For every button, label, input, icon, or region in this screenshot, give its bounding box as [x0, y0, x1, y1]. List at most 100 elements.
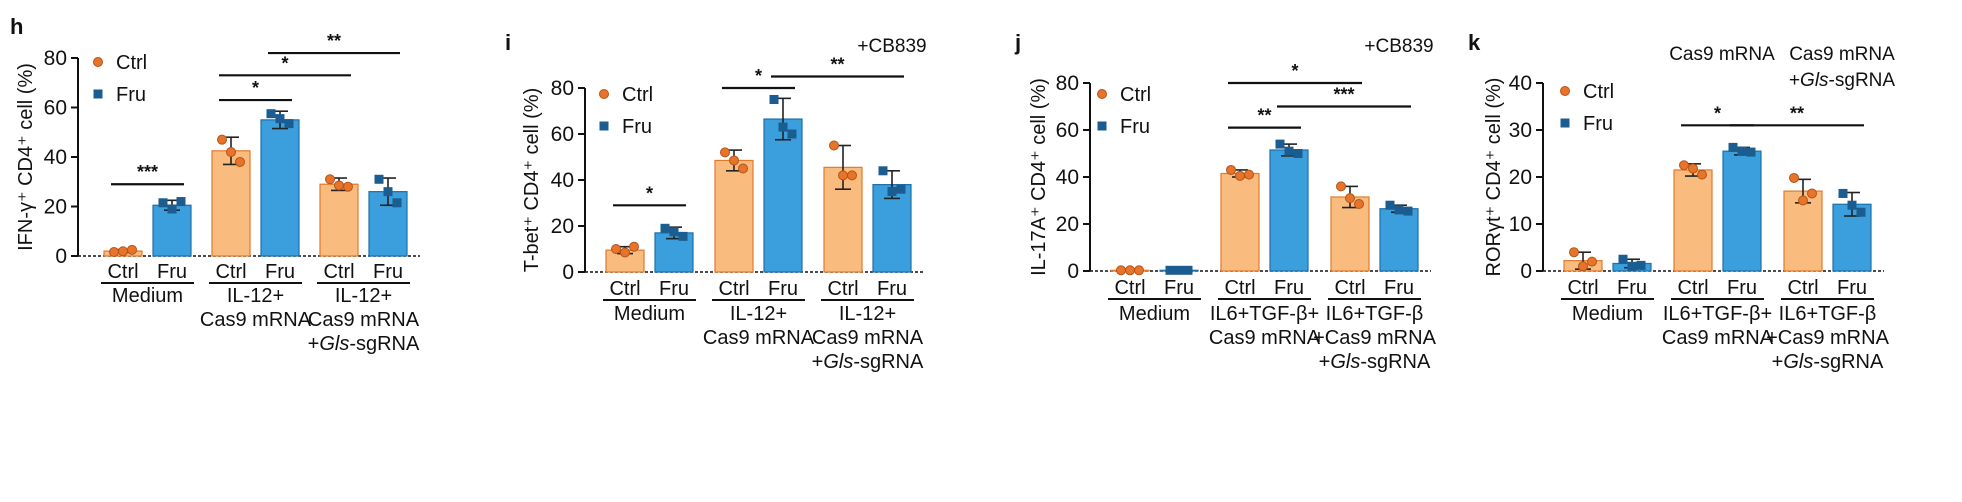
x-category-label: Fru [1164, 277, 1194, 299]
group-label-2: Cas9 mRNA [200, 309, 312, 331]
data-point [217, 134, 227, 145]
panel-letter: k [1468, 30, 1481, 55]
legend-ctrl-marker [599, 89, 609, 99]
data-point [1688, 163, 1698, 174]
bar-fru: Fru [1159, 265, 1199, 299]
data-point [720, 147, 730, 158]
bar-ctrl: Ctrl [211, 134, 251, 283]
legend-label-ctrl: Ctrl [1120, 84, 1151, 106]
data-point [896, 184, 906, 194]
group-label-2: IL6+TGF-β+ [1210, 303, 1319, 325]
legend-fru-marker [1097, 121, 1107, 131]
data-point [118, 246, 128, 257]
y-tick-label: 20 [44, 196, 67, 219]
x-category-label: Ctrl [1224, 277, 1255, 299]
y-tick-label: 40 [1056, 166, 1079, 189]
panel-letter: i [505, 30, 511, 55]
y-tick-label: 60 [44, 97, 67, 120]
group-label-3: +Cas9 mRNA [1766, 327, 1889, 349]
panel-j: j 0 20 40 60 80 IL-17A⁺ CD4⁺ cell (%) Ctrl Fru +C… [1014, 30, 1437, 373]
significance-label: * [1291, 61, 1298, 81]
data-point [1636, 260, 1646, 270]
significance-label: *** [1333, 85, 1354, 105]
data-point [383, 187, 393, 197]
bar-fru: Fru [1269, 139, 1309, 299]
panel-i: i 0 20 40 60 80 T-bet⁺ CD4⁺ cell (%) Ctrl Fru +CB… [505, 30, 927, 373]
data-point [738, 163, 748, 174]
legend-label-fru: Fru [1583, 113, 1613, 135]
data-point [1394, 205, 1404, 215]
group-label-1: Medium [112, 285, 183, 307]
y-tick-label: 0 [1520, 260, 1532, 283]
treatment-label: +CB839 [1364, 36, 1433, 57]
x-category-label: Fru [768, 278, 798, 300]
y-tick-label: 10 [1509, 213, 1532, 236]
x-category-label: Fru [659, 278, 689, 300]
data-point [1679, 160, 1689, 171]
y-axis-label: T-bet⁺ CD4⁺ cell (%) [521, 88, 543, 272]
y-axis-label: IL-17A⁺ CD4⁺ cell (%) [1028, 78, 1050, 276]
data-point [226, 147, 236, 158]
data-point [1618, 254, 1628, 264]
significance-label: ** [830, 55, 844, 75]
group-label-3: +Gls-sgRNA [308, 333, 420, 355]
x-category-label: Fru [265, 261, 295, 283]
x-category-label: Ctrl [609, 278, 640, 300]
data-point [1798, 195, 1808, 206]
bar-rect [1379, 208, 1419, 272]
y-tick-label: 0 [55, 245, 67, 268]
data-point [275, 114, 285, 124]
data-point [325, 174, 335, 185]
data-point [669, 227, 679, 237]
data-point [1244, 169, 1254, 180]
data-point [611, 244, 621, 254]
data-point [1226, 164, 1236, 175]
data-point [769, 95, 779, 104]
group-label-3: +Gls-sgRNA [812, 351, 924, 373]
data-point [343, 181, 353, 192]
group-label-2: IL6+TGF-β+ [1663, 303, 1772, 325]
x-category-label: Fru [157, 261, 187, 283]
significance-label: ** [1257, 106, 1271, 126]
legend-label-fru: Fru [622, 116, 652, 138]
treatment-label: Cas9 mRNA [1669, 44, 1775, 65]
bar-fru: Fru [368, 174, 408, 283]
x-category-label: Ctrl [215, 261, 246, 283]
bar-rect [1673, 169, 1713, 272]
bar-rect [319, 183, 359, 257]
data-point [235, 156, 245, 167]
y-tick-label: 80 [44, 47, 67, 70]
significance-label: * [252, 78, 259, 98]
bar-rect [1269, 149, 1309, 272]
data-point [878, 166, 888, 176]
y-axis-label: IFN-γ⁺ CD4⁺ cell (%) [15, 63, 37, 251]
data-point [1746, 147, 1756, 157]
data-point [629, 241, 639, 252]
data-point [1737, 146, 1747, 156]
significance-label: *** [137, 162, 158, 182]
bar-rect [1722, 150, 1762, 272]
y-tick-label: 80 [551, 77, 574, 100]
significance-label: * [755, 66, 762, 86]
data-point [1385, 200, 1395, 210]
data-point [1789, 172, 1799, 183]
x-category-label: Ctrl [718, 278, 749, 300]
data-point [1587, 256, 1597, 267]
legend-label-fru: Fru [116, 84, 146, 106]
group-label-2: Cas9 mRNA [1662, 327, 1774, 349]
data-point [1345, 193, 1355, 204]
legend-label-ctrl: Ctrl [622, 84, 653, 106]
bar-ctrl: Ctrl [1330, 181, 1370, 299]
y-tick-label: 40 [1509, 72, 1532, 95]
data-point [729, 155, 739, 166]
treatment-label: Cas9 mRNA [1789, 44, 1895, 65]
x-category-label: Fru [1837, 277, 1867, 299]
bar-fru: Fru [1379, 200, 1419, 299]
bar-ctrl: Ctrl [823, 140, 863, 300]
panel-letter: j [1014, 30, 1021, 55]
y-tick-label: 20 [551, 215, 574, 238]
data-point [838, 170, 848, 181]
x-category-label: Fru [1274, 277, 1304, 299]
